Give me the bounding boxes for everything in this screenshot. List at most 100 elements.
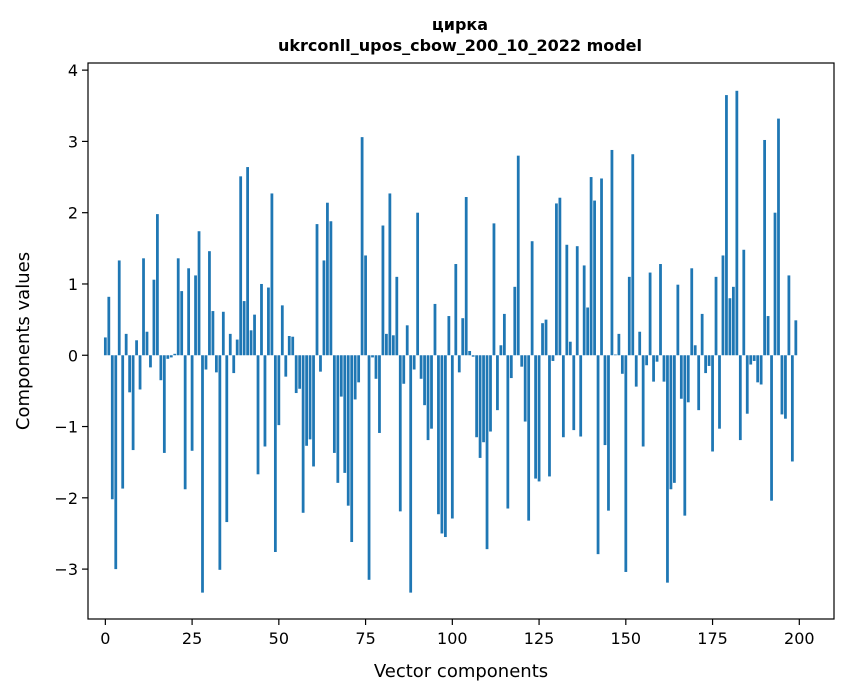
bar-component-5	[121, 355, 125, 489]
bar-component-117	[509, 355, 513, 379]
bar-component-178	[721, 255, 725, 356]
x-axis: 0 25 50 75 100 125 150 175 200	[100, 619, 815, 648]
bar-component-155	[641, 355, 645, 447]
bar-component-143	[600, 178, 603, 356]
bar-component-142	[596, 355, 600, 555]
x-tick-label: 75	[355, 629, 375, 648]
y-tick-label: −1	[54, 418, 78, 437]
bar-component-144	[603, 355, 607, 446]
bar-component-91	[419, 355, 423, 379]
bar-component-21	[176, 258, 180, 356]
y-axis-label: Components values	[13, 252, 34, 430]
bar-component-87	[405, 325, 409, 356]
bar-component-164	[673, 355, 676, 483]
bar-component-173	[704, 355, 708, 374]
bar-component-162	[666, 355, 669, 583]
bar-component-101	[454, 264, 458, 356]
bar-component-196	[784, 355, 787, 419]
bar-component-95	[433, 303, 437, 356]
bar-component-190	[763, 139, 766, 356]
bar-component-159	[655, 355, 659, 362]
plot-frame	[87, 62, 835, 620]
bar-component-171	[697, 355, 701, 411]
bar-component-39	[239, 176, 243, 356]
bar-component-183	[738, 355, 742, 441]
bar-component-96	[437, 355, 440, 515]
bar-component-146	[610, 149, 614, 356]
bar-component-36	[228, 333, 232, 356]
bar-component-50	[277, 355, 281, 426]
bar-component-127	[544, 319, 548, 356]
bar-component-156	[645, 355, 649, 366]
bar-component-166	[679, 355, 683, 399]
chart-subtitle: ukrconll_upos_cbow_200_10_2022 model	[278, 36, 642, 55]
bar-component-120	[520, 355, 524, 367]
bar-component-99	[447, 316, 451, 356]
bar-component-187	[752, 355, 756, 361]
bar-component-160	[659, 264, 662, 356]
bar-component-168	[686, 355, 690, 403]
bar-component-10	[138, 355, 142, 390]
bar-component-132	[561, 355, 565, 438]
y-tick-label: −3	[54, 560, 78, 579]
x-tick-label: 0	[100, 629, 110, 648]
bar-component-75	[364, 255, 367, 356]
bar-component-177	[718, 355, 721, 429]
x-tick-label: 50	[269, 629, 289, 648]
y-tick-label: 0	[68, 346, 78, 365]
bar-component-80	[381, 225, 385, 356]
bar-component-47	[267, 287, 270, 356]
bar-component-15	[156, 214, 159, 356]
bar-component-11	[142, 258, 145, 356]
bar-component-62	[319, 355, 322, 372]
bar-component-53	[287, 336, 291, 356]
bar-component-116	[506, 355, 510, 509]
bar-component-30	[208, 251, 211, 356]
bar-component-9	[135, 340, 138, 356]
bar-component-188	[756, 355, 760, 383]
bar-component-86	[402, 355, 406, 384]
bar-component-68	[339, 355, 343, 397]
bar-component-74	[360, 137, 364, 356]
bar-component-139	[586, 307, 590, 356]
bar-component-25	[190, 355, 194, 451]
bar-component-37	[232, 355, 236, 374]
bar-component-129	[551, 355, 555, 361]
bar-component-69	[343, 355, 347, 473]
bar-component-119	[516, 155, 520, 356]
bar-component-189	[759, 355, 763, 385]
bar-component-26	[194, 275, 197, 356]
bar-component-113	[496, 355, 499, 411]
bar-component-45	[260, 283, 263, 356]
bar-component-88	[409, 355, 413, 593]
bar-component-46	[263, 355, 267, 447]
bar-component-176	[714, 276, 718, 356]
bar-component-153	[634, 355, 638, 387]
bar-component-167	[683, 355, 687, 516]
bar-component-118	[513, 286, 517, 356]
bar-component-3	[114, 355, 118, 570]
bar-component-107	[475, 355, 479, 438]
x-tick-label: 125	[524, 629, 555, 648]
bar-component-72	[353, 355, 357, 400]
bar-component-169	[690, 268, 694, 356]
x-tick-label: 150	[611, 629, 642, 648]
bar-component-98	[444, 355, 447, 538]
bar-component-94	[430, 355, 433, 429]
bar-component-54	[291, 336, 295, 356]
bar-component-147	[614, 354, 617, 356]
bar-component-184	[742, 249, 746, 356]
bar-component-112	[492, 223, 496, 356]
bar-component-77	[371, 355, 374, 358]
bar-component-128	[548, 355, 551, 477]
bar-component-161	[662, 355, 666, 382]
bar-component-83	[391, 335, 395, 356]
bar-component-137	[579, 355, 583, 437]
bar-component-163	[669, 355, 673, 490]
bar-component-73	[357, 355, 361, 383]
x-tick-label: 100	[437, 629, 468, 648]
bar-component-110	[485, 355, 489, 550]
bar-component-157	[648, 272, 652, 356]
